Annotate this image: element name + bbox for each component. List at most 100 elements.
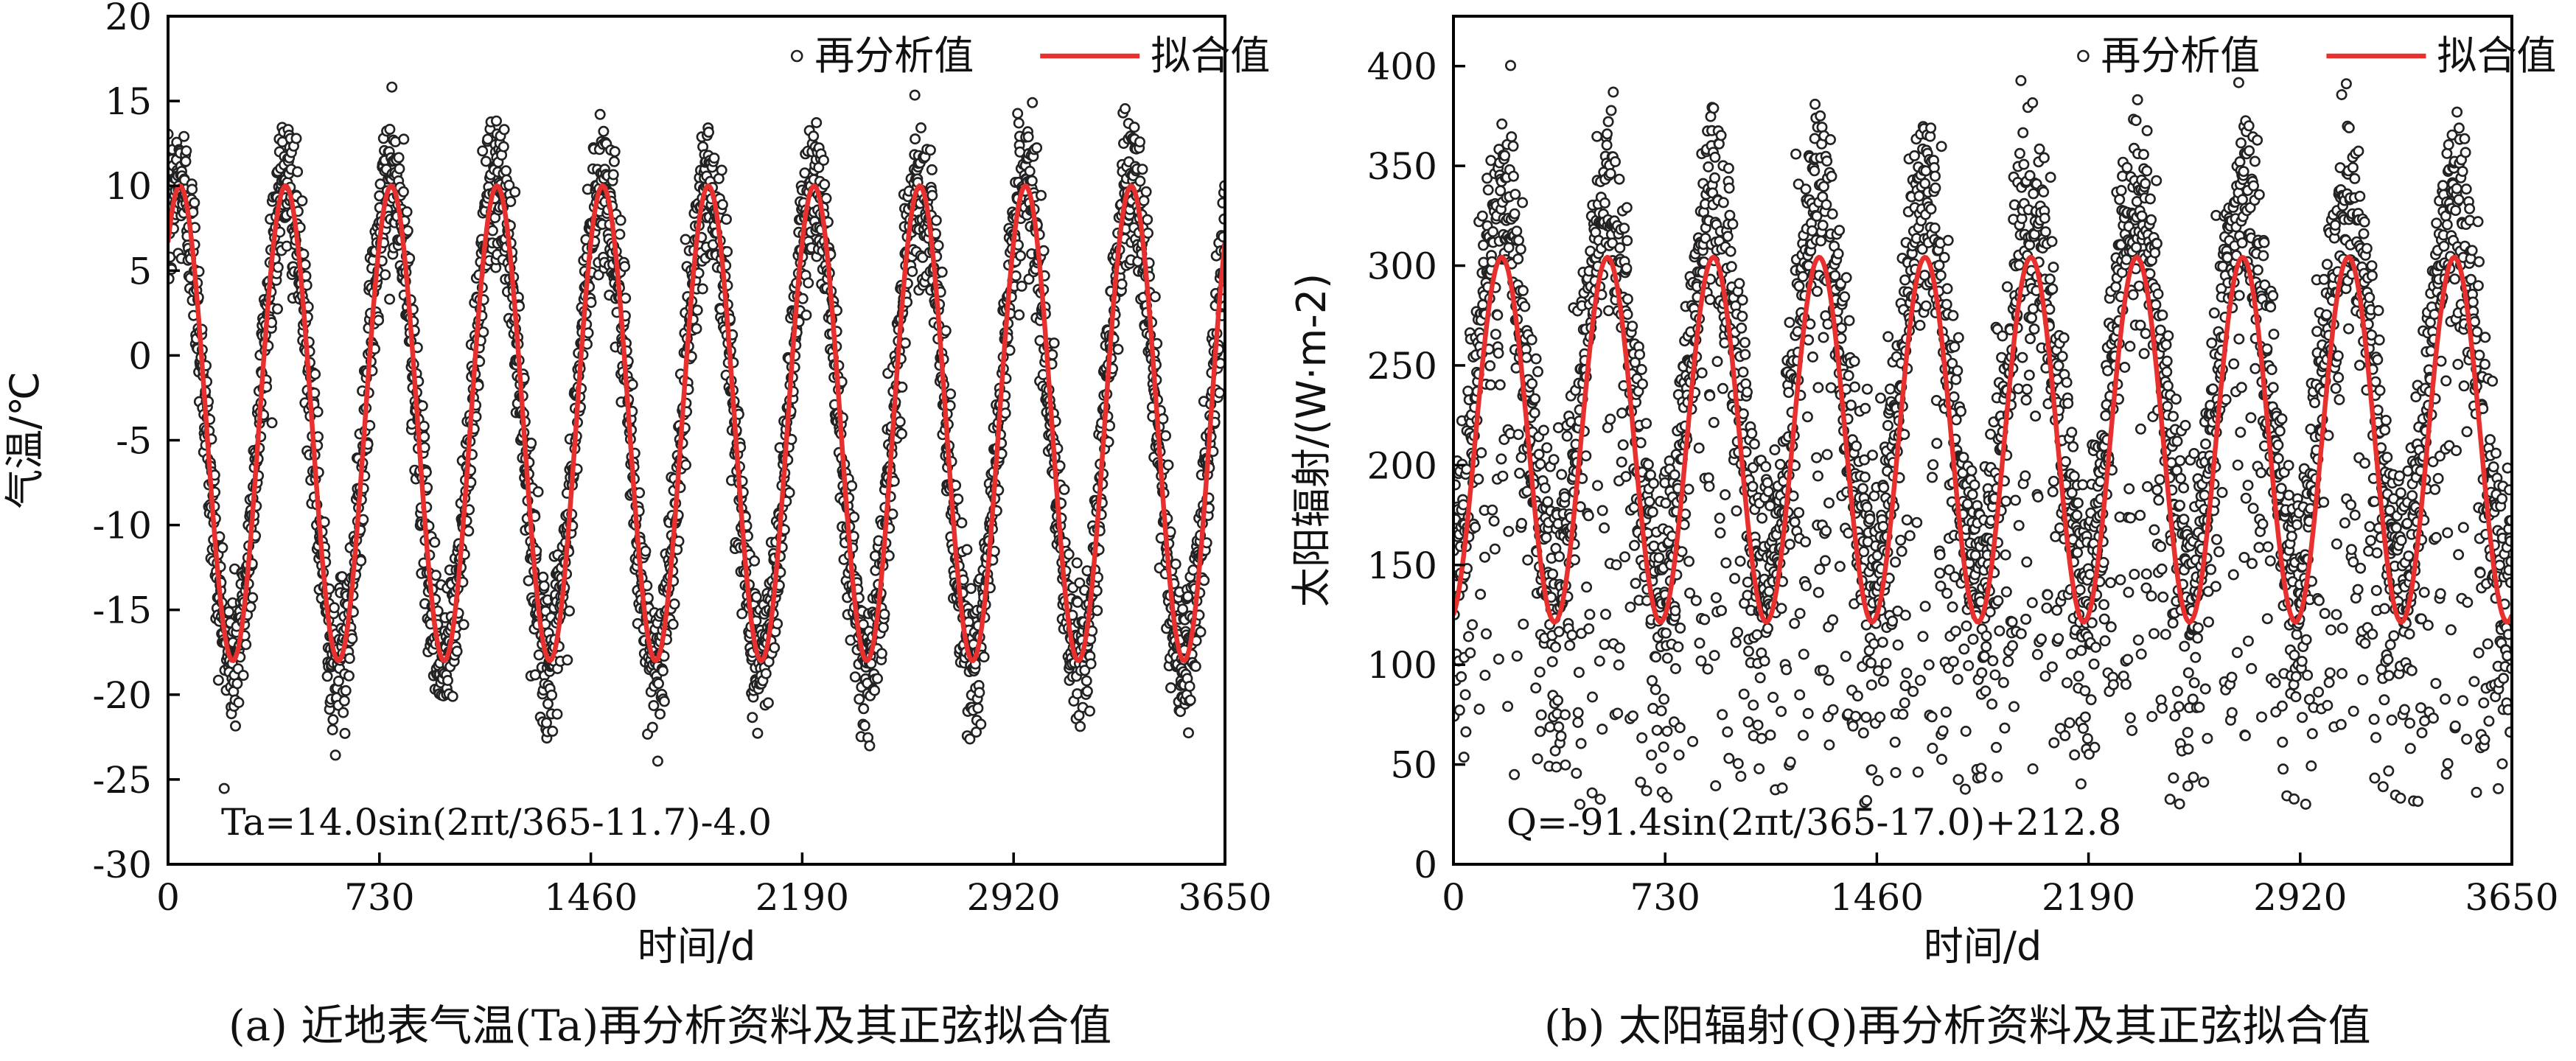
data-point — [1695, 655, 1707, 667]
data-point — [1532, 753, 1543, 765]
data-point — [1613, 659, 1624, 670]
data-point — [854, 693, 865, 705]
data-point — [229, 720, 241, 732]
data-point — [607, 169, 619, 181]
data-point — [1751, 628, 1763, 640]
data-point — [1554, 550, 1566, 562]
data-point — [932, 239, 944, 251]
data-point — [458, 619, 470, 631]
data-point — [1812, 586, 1824, 598]
data-point — [667, 618, 679, 630]
data-point — [1140, 186, 1152, 197]
data-point — [1748, 438, 1760, 450]
data-point — [961, 544, 973, 556]
data-point — [1650, 684, 1661, 696]
data-point — [864, 740, 876, 752]
data-point — [1821, 525, 1832, 536]
data-point — [1592, 480, 1604, 491]
data-point — [680, 234, 691, 245]
data-point — [887, 508, 898, 520]
data-point — [218, 782, 230, 794]
data-point — [1818, 665, 1829, 676]
data-point — [1479, 669, 1491, 681]
data-point — [1092, 605, 1103, 617]
data-point — [1800, 536, 1812, 547]
data-point — [1825, 134, 1837, 146]
data-point — [1495, 453, 1507, 465]
data-point — [480, 155, 492, 167]
data-point — [1530, 353, 1542, 365]
data-point — [1683, 556, 1695, 567]
data-point — [1509, 208, 1521, 220]
data-point — [952, 493, 964, 505]
data-point — [1535, 709, 1547, 721]
data-point — [1734, 556, 1746, 567]
data-point — [1784, 756, 1796, 768]
data-point — [1561, 430, 1573, 442]
data-point — [1811, 285, 1823, 297]
data-point — [212, 674, 224, 686]
data-point — [1669, 605, 1681, 617]
data-point — [1594, 655, 1605, 667]
data-point — [1160, 430, 1172, 441]
data-point — [1620, 471, 1632, 483]
data-point — [1551, 761, 1563, 773]
y-tick-label: 0 — [128, 335, 152, 377]
data-point — [498, 141, 509, 153]
data-point — [657, 665, 669, 676]
data-point — [1821, 155, 1833, 167]
data-point — [1581, 581, 1593, 593]
data-point — [1798, 648, 1809, 660]
data-point — [1493, 347, 1504, 359]
data-point — [1533, 449, 1545, 461]
data-point — [708, 153, 720, 164]
data-point — [1709, 151, 1721, 163]
data-point — [808, 130, 820, 142]
data-point — [1496, 118, 1508, 130]
data-point — [1027, 97, 1039, 108]
data-point — [1511, 225, 1523, 237]
data-point — [1646, 749, 1658, 761]
data-point — [1582, 510, 1594, 522]
data-point — [1134, 136, 1146, 148]
reanalysis-points-a — [168, 81, 1225, 794]
data-point — [542, 698, 554, 710]
data-point — [1475, 589, 1487, 600]
data-point — [646, 721, 658, 733]
data-point — [1710, 592, 1722, 603]
data-point — [1518, 618, 1529, 630]
data-point — [1693, 442, 1705, 454]
data-point — [1546, 656, 1558, 668]
data-point — [1566, 629, 1578, 641]
data-point — [343, 670, 355, 682]
data-point — [1784, 539, 1795, 550]
data-point — [1822, 318, 1834, 330]
data-point — [374, 178, 386, 190]
data-point — [380, 269, 391, 281]
data-point — [1613, 642, 1625, 654]
data-point — [1737, 408, 1749, 420]
data-point — [1514, 467, 1526, 479]
data-point — [463, 525, 475, 537]
data-point — [1555, 730, 1567, 742]
data-point — [338, 707, 349, 718]
data-point — [1505, 60, 1517, 71]
data-point — [1476, 210, 1488, 222]
legend-label-fit: 拟合值 — [1151, 32, 1270, 79]
data-point — [1655, 705, 1667, 717]
data-point — [1512, 253, 1524, 265]
data-point — [1526, 378, 1538, 390]
data-point — [762, 697, 774, 709]
data-point — [1703, 480, 1715, 492]
data-point — [1081, 685, 1093, 697]
data-point — [1708, 102, 1720, 114]
data-point — [858, 703, 870, 715]
data-point — [1756, 512, 1768, 524]
data-point — [716, 199, 728, 211]
data-point — [956, 517, 968, 529]
data-point — [1494, 379, 1506, 391]
data-point — [509, 186, 521, 198]
data-point — [397, 186, 409, 197]
data-point — [498, 124, 510, 136]
